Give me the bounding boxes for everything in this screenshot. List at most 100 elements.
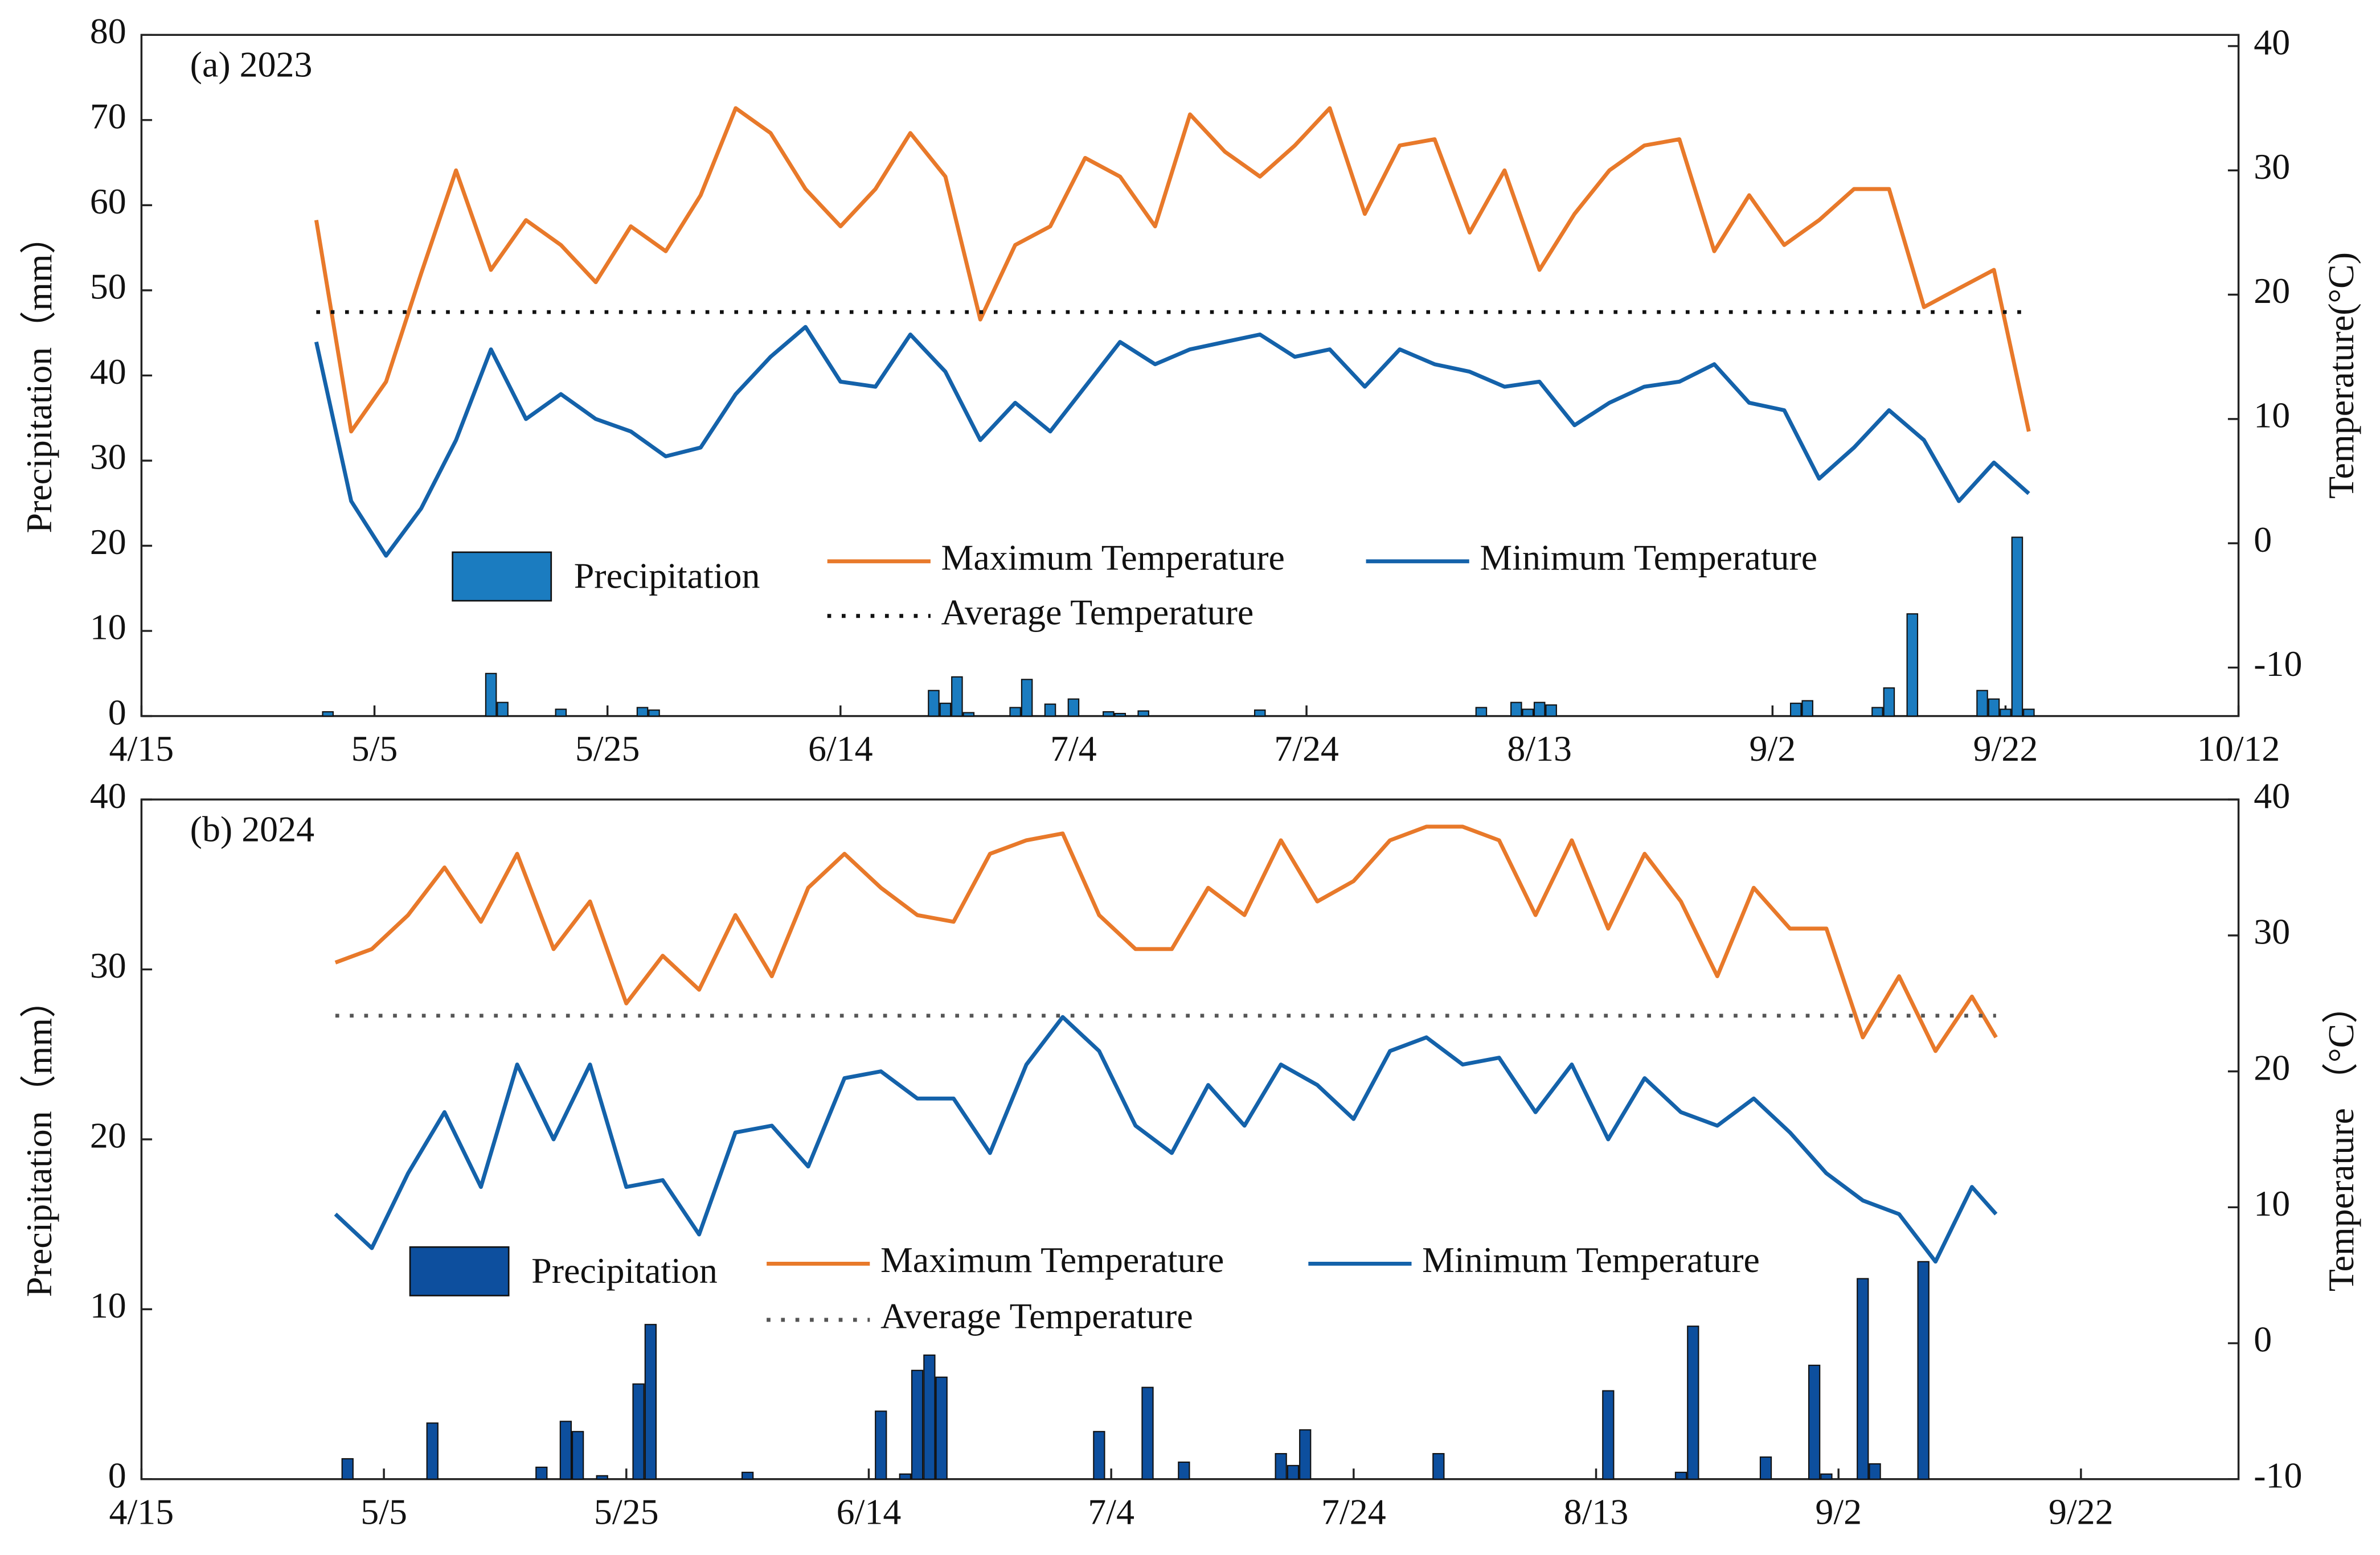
legend-label: Precipitation xyxy=(574,555,760,596)
y2-tick-label: 0 xyxy=(2254,519,2272,560)
y-tick-label: 20 xyxy=(90,522,126,562)
x-tick-label: 6/14 xyxy=(837,1491,902,1532)
precip-bar xyxy=(1178,1461,1190,1480)
precip-bar xyxy=(571,1431,584,1480)
y-axis-label: Precipitation（mm） xyxy=(19,218,59,533)
x-tick-label: 7/4 xyxy=(1050,728,1097,769)
precip-bar xyxy=(1871,707,1883,717)
x-tick-label: 9/22 xyxy=(2049,1491,2113,1532)
legend-label: Precipitation xyxy=(531,1250,718,1291)
y-tick-label: 30 xyxy=(90,945,126,986)
y2-tick-label: 30 xyxy=(2254,912,2290,952)
y2-tick-label: -10 xyxy=(2254,1455,2302,1495)
precip-bar xyxy=(962,712,975,717)
precip-bar xyxy=(1510,701,1522,717)
precip-bar xyxy=(1114,713,1126,717)
precip-bar xyxy=(322,711,334,717)
legend-label: Average Temperature xyxy=(941,592,1254,632)
precip-bar xyxy=(951,676,963,717)
precip-bar xyxy=(1044,703,1056,717)
precip-bar xyxy=(1988,698,2000,717)
precip-bar xyxy=(741,1471,754,1480)
precip-bar xyxy=(2000,708,2012,717)
y-tick-label: 50 xyxy=(90,266,126,307)
y-tick-label: 40 xyxy=(90,351,126,392)
precip-bar xyxy=(1976,690,1988,717)
precip-bar xyxy=(1602,1390,1615,1480)
precip-bar xyxy=(1820,1473,1833,1480)
y-tick-label: 40 xyxy=(90,776,126,816)
precip-bar xyxy=(559,1421,572,1480)
y2-tick-label: 20 xyxy=(2254,270,2290,311)
x-tick-label: 5/5 xyxy=(351,728,398,769)
precip-bar xyxy=(1522,708,1534,717)
x-tick-label: 10/12 xyxy=(2197,728,2280,769)
precip-bar xyxy=(939,703,952,717)
precip-bar xyxy=(1533,701,1546,717)
precip-bar xyxy=(899,1473,911,1480)
precip-bar xyxy=(1801,700,1813,717)
x-tick-label: 5/25 xyxy=(575,728,640,769)
precip-bar xyxy=(1137,710,1149,717)
precip-bar xyxy=(1009,707,1021,717)
y2-axis-label: Temperature （°C） xyxy=(2321,987,2361,1291)
precip-bar xyxy=(1674,1471,1687,1480)
panel-title: (b) 2024 xyxy=(190,809,314,849)
precip-bar xyxy=(1067,698,1080,717)
y-tick-label: 30 xyxy=(90,437,126,477)
precip-bar xyxy=(935,1376,948,1480)
precip-bar xyxy=(2023,708,2035,717)
y2-tick-label: 10 xyxy=(2254,395,2290,436)
x-tick-label: 4/15 xyxy=(109,728,174,769)
precip-bar xyxy=(1275,1453,1287,1480)
x-tick-label: 6/14 xyxy=(808,728,873,769)
x-tick-label: 8/13 xyxy=(1507,728,1572,769)
x-tick-label: 5/5 xyxy=(361,1491,407,1532)
precip-bar xyxy=(2011,536,2023,717)
y-tick-label: 0 xyxy=(108,692,126,732)
precip-bar xyxy=(341,1458,354,1480)
y-tick-label: 20 xyxy=(90,1115,126,1156)
precip-bar xyxy=(911,1369,924,1480)
temp-line xyxy=(314,106,2031,434)
x-tick-label: 7/4 xyxy=(1088,1491,1134,1532)
precip-bar xyxy=(1432,1453,1445,1480)
precip-bar xyxy=(1103,711,1115,717)
y-tick-label: 10 xyxy=(90,607,126,647)
precip-bar xyxy=(1687,1326,1699,1480)
y2-tick-label: 10 xyxy=(2254,1183,2290,1224)
panel-title: (a) 2023 xyxy=(190,44,313,85)
y-tick-label: 70 xyxy=(90,96,126,136)
precip-bar xyxy=(636,707,649,717)
precip-bar xyxy=(1545,704,1557,717)
legend-label: Average Temperature xyxy=(880,1296,1193,1336)
x-tick-label: 7/24 xyxy=(1321,1491,1386,1532)
precip-bar xyxy=(632,1383,645,1480)
y-axis-label: Precipitation（mm） xyxy=(19,982,59,1297)
precip-bar xyxy=(1093,1431,1105,1480)
x-tick-label: 9/22 xyxy=(1973,728,2038,769)
y2-tick-label: 0 xyxy=(2254,1319,2272,1360)
precip-bar xyxy=(1808,1364,1821,1480)
legend-swatch xyxy=(452,551,552,602)
precip-bar xyxy=(644,1324,657,1480)
legend-label: Maximum Temperature xyxy=(880,1240,1224,1280)
temp-line xyxy=(334,1015,1998,1264)
temp-line xyxy=(314,325,2030,558)
precip-bar xyxy=(648,709,660,717)
precip-bar xyxy=(923,1354,936,1480)
legend-label: Minimum Temperature xyxy=(1480,537,1817,577)
legend-label: Minimum Temperature xyxy=(1422,1240,1760,1280)
precip-bar xyxy=(485,672,497,717)
x-tick-label: 9/2 xyxy=(1749,728,1796,769)
y-tick-label: 0 xyxy=(108,1455,126,1495)
precip-bar xyxy=(1475,707,1488,717)
legend-label: Maximum Temperature xyxy=(941,537,1285,577)
precip-bar xyxy=(1287,1464,1300,1480)
x-tick-label: 7/24 xyxy=(1274,728,1339,769)
precip-bar xyxy=(535,1466,548,1480)
precip-bar xyxy=(555,708,567,717)
y-tick-label: 60 xyxy=(90,181,126,221)
